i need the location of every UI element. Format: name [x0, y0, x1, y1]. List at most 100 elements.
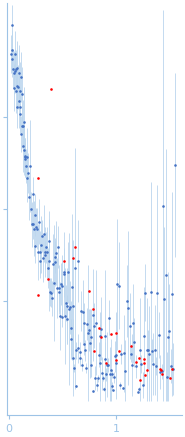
- Point: [77, 345, 80, 352]
- Point: [159, 365, 162, 372]
- Point: [58, 288, 61, 295]
- Point: [125, 298, 128, 305]
- Point: [42, 255, 45, 262]
- Point: [34, 243, 37, 250]
- Point: [38, 258, 41, 265]
- Point: [95, 319, 97, 326]
- Point: [10, 21, 13, 28]
- Point: [145, 367, 148, 374]
- Point: [74, 265, 77, 272]
- Point: [21, 90, 24, 97]
- Point: [135, 358, 138, 365]
- Point: [76, 257, 79, 264]
- Point: [15, 83, 18, 90]
- Point: [121, 385, 124, 392]
- Point: [79, 348, 82, 355]
- Point: [57, 284, 60, 291]
- Point: [138, 377, 141, 384]
- Point: [23, 156, 26, 163]
- Point: [78, 354, 81, 361]
- Point: [72, 302, 75, 309]
- Point: [23, 153, 26, 160]
- Point: [129, 350, 132, 357]
- Point: [49, 288, 52, 295]
- Point: [145, 347, 148, 354]
- Point: [36, 225, 39, 232]
- Point: [171, 365, 174, 372]
- Point: [85, 365, 88, 372]
- Point: [163, 295, 166, 302]
- Point: [10, 50, 13, 57]
- Point: [37, 249, 40, 256]
- Point: [69, 324, 72, 331]
- Point: [64, 312, 67, 319]
- Point: [109, 367, 112, 374]
- Point: [83, 319, 86, 326]
- Point: [27, 170, 30, 177]
- Point: [43, 230, 46, 237]
- Point: [137, 385, 140, 392]
- Point: [84, 347, 87, 354]
- Point: [28, 194, 31, 201]
- Point: [55, 250, 58, 257]
- Point: [44, 248, 47, 255]
- Point: [73, 243, 76, 250]
- Point: [60, 282, 63, 289]
- Point: [114, 329, 117, 336]
- Point: [30, 221, 33, 228]
- Point: [47, 265, 50, 272]
- Point: [147, 346, 149, 353]
- Point: [61, 314, 64, 321]
- Point: [14, 66, 17, 73]
- Point: [122, 350, 125, 357]
- Point: [159, 369, 162, 376]
- Point: [153, 347, 156, 354]
- Point: [11, 55, 14, 62]
- Point: [97, 351, 100, 358]
- Point: [160, 368, 163, 375]
- Point: [18, 70, 21, 77]
- Point: [75, 382, 78, 389]
- Point: [110, 382, 113, 389]
- Point: [67, 269, 70, 276]
- Point: [22, 122, 25, 129]
- Point: [142, 333, 145, 340]
- Point: [103, 355, 106, 362]
- Point: [93, 347, 96, 354]
- Point: [117, 347, 120, 354]
- Point: [151, 347, 154, 354]
- Point: [53, 254, 56, 261]
- Point: [12, 69, 15, 76]
- Point: [138, 347, 141, 354]
- Point: [171, 291, 174, 298]
- Point: [115, 356, 117, 363]
- Point: [25, 162, 28, 169]
- Point: [29, 163, 32, 170]
- Point: [49, 85, 52, 92]
- Point: [80, 361, 83, 368]
- Point: [104, 333, 107, 340]
- Point: [73, 365, 76, 372]
- Point: [169, 375, 171, 382]
- Point: [166, 374, 169, 381]
- Point: [124, 368, 127, 375]
- Point: [136, 388, 139, 395]
- Point: [143, 360, 146, 367]
- Point: [50, 295, 53, 302]
- Point: [113, 374, 116, 381]
- Point: [35, 223, 38, 230]
- Point: [72, 354, 75, 361]
- Point: [36, 174, 39, 181]
- Point: [143, 371, 146, 378]
- Point: [65, 299, 68, 306]
- Point: [13, 67, 16, 74]
- Point: [128, 323, 131, 329]
- Point: [23, 118, 26, 125]
- Point: [23, 147, 26, 154]
- Point: [148, 350, 151, 357]
- Point: [63, 269, 66, 276]
- Point: [48, 238, 51, 245]
- Point: [168, 327, 171, 334]
- Point: [33, 225, 36, 232]
- Point: [16, 65, 19, 72]
